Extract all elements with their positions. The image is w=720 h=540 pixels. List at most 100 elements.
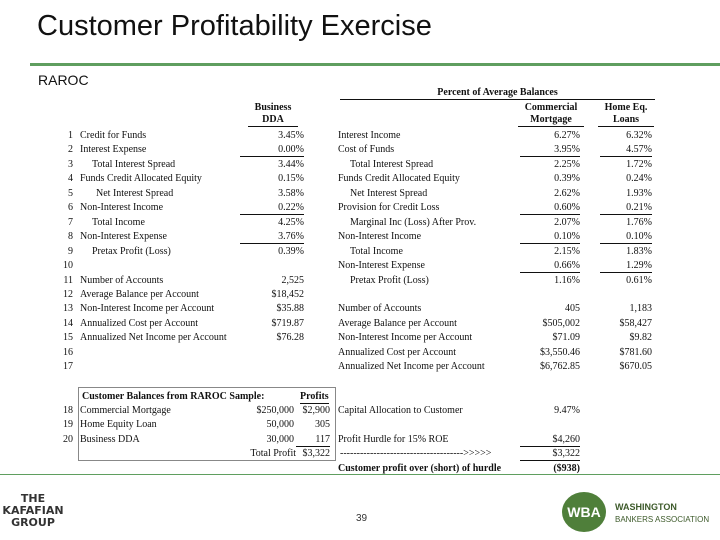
row-label: Pretax Profit (Loss) [92,245,171,257]
cell-value: $670.05 [619,361,653,373]
cell-value: 4.25% [278,216,304,228]
row-number: 5 [68,187,73,199]
hurdle-value: ($938) [553,463,580,474]
cell-value: $781.60 [619,346,653,358]
column-header: Home Eq. Loans [598,102,654,127]
cell-value: 0.66% [520,260,580,274]
arrow-value: $3,322 [520,448,580,461]
row-label: Marginal Inc (Loss) After Prov. [350,216,477,228]
cell-value: 1.76% [626,216,652,228]
row-number: 7 [68,216,73,228]
row-number: 1 [68,130,73,141]
row-number: 15 [63,332,73,344]
row-label: Non-Interest Income [338,231,422,243]
cell-value: $18,452 [271,288,305,300]
cell-value: 0.10% [600,231,652,245]
total-value: $3,322 [302,448,331,459]
cell-value: $4,260 [520,434,580,447]
hurdle-label: Customer profit over (short) of hurdle [338,463,502,474]
row-label: Total Income [350,245,403,257]
cell-value: $71.09 [552,332,581,344]
row-label: Non-Interest Income per Account [338,332,473,344]
cell-value: 1.16% [554,274,580,286]
row-label: Number of Accounts [80,274,164,286]
row-label: Non-Interest Income per Account [80,303,215,315]
row-label: Total Income [92,216,145,228]
left-logo: THE KAFAFIAN GROUP [2,493,64,529]
cell-value: $505,002 [542,317,581,329]
row-number: 10 [63,260,73,272]
row-number: 3 [68,158,73,170]
cell-value: 0.10% [520,231,580,245]
row-label: Cost of Funds [338,144,395,156]
cell-value: 0.00% [240,144,304,158]
row-number: 17 [63,361,73,373]
row-label: Pretax Profit (Loss) [350,274,429,286]
cell-value: 1.29% [600,260,652,274]
cell-value: 305 [315,419,330,431]
sample-heading: Customer Balances from RAROC Sample: [82,391,265,402]
group-header: Percent of Average Balances [340,87,655,100]
cell-value: 0.22% [240,202,304,216]
row-label: Net Interest Spread [350,187,428,199]
cell-value: 3.76% [240,231,304,245]
row-label: Average Balance per Account [338,317,457,329]
cell-value: 6.27% [554,130,580,141]
cell-value: 1.83% [626,245,652,257]
row-label: Credit for Funds [80,130,147,141]
subtitle: RAROC [38,72,89,88]
row-number: 6 [68,202,73,214]
logo-text: KAFAFIAN [2,504,64,517]
row-label: Non-Interest Income [80,202,164,214]
cell-value: 405 [565,303,580,315]
row-label: Commercial Mortgage [80,405,171,416]
row-number: 12 [63,288,73,300]
row-number: 11 [63,274,73,286]
logo-text: GROUP [11,516,55,529]
cell-value: 117 [296,434,330,447]
cell-value: $76.28 [276,332,305,344]
row-label: Number of Accounts [338,303,422,315]
row-label: Home Equity Loan [80,419,157,431]
cell-value: $58,427 [619,317,653,329]
cell-value: $719.87 [271,317,305,329]
cell-value: 0.60% [520,202,580,216]
row-number: 16 [63,346,73,358]
row-label: Provision for Credit Loss [338,202,440,214]
row-label: Capital Allocation to Customer [338,405,463,416]
row-number: 8 [68,231,73,243]
row-label: Annualized Net Income per Account [80,332,227,344]
cell-value: $35.88 [276,303,305,315]
row-number: 2 [68,144,73,156]
row-label: Non-Interest Expense [80,231,167,243]
row-label: Business DDA [80,433,140,445]
row-number: 9 [68,245,73,257]
cell-value: 1.72% [626,158,652,170]
cell-value: $250,000 [256,405,295,416]
cell-value: 3.44% [278,158,304,170]
sample-heading: Profits [300,391,329,404]
row-number: 20 [63,433,73,445]
cell-value: $3,550.46 [540,346,580,358]
cell-value: 2.25% [554,158,580,170]
cell-value: 0.39% [554,173,580,185]
row-label: Non-Interest Expense [338,260,425,272]
cell-value: 3.58% [278,187,304,199]
cell-value: 9.47% [554,405,580,416]
cell-value: 2,525 [281,274,305,286]
cell-value: 0.24% [626,173,652,185]
cell-value: 2.62% [554,187,580,199]
cell-value: 0.21% [600,202,652,216]
footer-rule [0,474,720,475]
row-label: Annualized Cost per Account [338,346,457,358]
row-label: Annualized Cost per Account [80,317,199,329]
sample-box [78,387,336,461]
row-label: Total Interest Spread [92,158,176,170]
row-label: Net Interest Spread [96,187,174,199]
cell-value: 1,183 [629,303,653,315]
cell-value: 30,000 [266,433,295,445]
cell-value: 2.15% [554,245,580,257]
row-number: 14 [63,317,73,329]
row-label: Profit Hurdle for 15% ROE [338,433,449,445]
row-label: Funds Credit Allocated Equity [80,173,202,185]
